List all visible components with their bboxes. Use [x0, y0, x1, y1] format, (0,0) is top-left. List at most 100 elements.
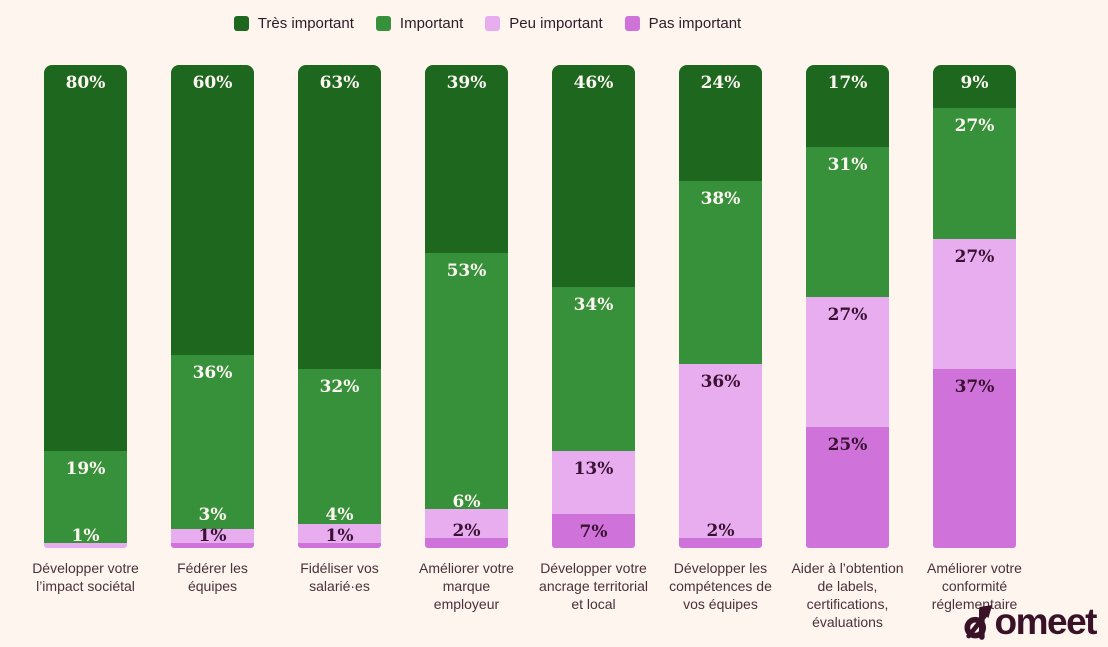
legend-item: Pas important	[624, 15, 742, 32]
bar-segment	[44, 451, 127, 544]
legend-swatch	[375, 16, 391, 31]
bar-column: 9% 27% 27% 37% Améliorer votre conformité régl…	[911, 65, 1038, 631]
segment-value-label: 24%	[700, 73, 741, 93]
bar-segment	[425, 538, 508, 548]
segment-value-label: 17%	[827, 73, 868, 93]
bar-segment	[552, 65, 635, 288]
bar-segment	[425, 253, 508, 510]
segment-value-label: 53%	[446, 261, 487, 282]
chart-columns: 80% 19% 1% Développer votre l’impact sociéta…	[22, 65, 1038, 631]
segment-value-label: 63%	[319, 73, 360, 93]
bar-segment	[171, 354, 254, 529]
bar-segment	[806, 296, 889, 428]
segment-value-label: 37%	[954, 377, 995, 398]
category-label: Fidéliser vos salarié·es	[300, 560, 379, 594]
bar: 63% 32% 4% 1%	[298, 65, 381, 548]
category-label: Développer votre ancrage territorial et lo…	[539, 560, 648, 612]
bar: 39% 53% 6% 2%	[425, 65, 508, 548]
segment-value-label: 38%	[700, 188, 741, 209]
bar-column: 60% 36% 3% 1% Fédérer les équipes	[149, 65, 276, 631]
category-label: Développer les compétences de vos équipes	[669, 560, 772, 612]
legend-item: Très important	[233, 15, 354, 32]
bar-segment	[933, 369, 1016, 548]
segment-value-label: 46%	[573, 73, 614, 93]
legend-swatch	[485, 16, 501, 31]
komeet-logo-text: omeet	[994, 601, 1098, 642]
komeet-logo-icon	[963, 604, 994, 640]
category-label: Fédérer les équipes	[177, 560, 248, 594]
bar-segment	[171, 65, 254, 355]
segment-value-label: 27%	[954, 246, 995, 267]
bar-segment	[171, 543, 254, 548]
bar-segment	[933, 108, 1016, 239]
bar-column: 24% 38% 36% 2% Développer les compétences de v…	[657, 65, 784, 631]
komeet-logo: omeet	[963, 601, 1098, 642]
segment-value-label: 36%	[192, 362, 233, 383]
bar-segment	[806, 147, 889, 297]
segment-value-label: 39%	[446, 73, 487, 93]
bar-column: 63% 32% 4% 1% Fidéliser vos salarié·es	[276, 65, 403, 631]
bar-segment	[552, 514, 635, 548]
category-label: Améliorer votre conformité réglementaire	[927, 560, 1022, 612]
bar-column: 39% 53% 6% 2% Améliorer votre marque employeur	[403, 65, 530, 631]
bar-segment	[933, 65, 1016, 109]
bar-segment	[425, 65, 508, 254]
bar-segment	[933, 238, 1016, 370]
segment-value-label: 32%	[319, 377, 360, 398]
segment-value-label: 31%	[827, 155, 868, 176]
segment-value-label: 19%	[65, 459, 106, 480]
bar-column: 80% 19% 1% Développer votre l’impact sociéta…	[22, 65, 149, 631]
segment-value-label: 1%	[71, 526, 100, 547]
bar: 60% 36% 3% 1%	[171, 65, 254, 548]
segment-value-label: 2%	[706, 521, 735, 542]
bar: 80% 19% 1%	[44, 65, 127, 548]
bar: 17% 31% 27% 25%	[806, 65, 889, 548]
segment-value-label: 6%	[452, 492, 481, 513]
segment-value-label: 1%	[325, 526, 354, 547]
bar-segment	[425, 509, 508, 539]
bar: 24% 38% 36% 2%	[679, 65, 762, 548]
bar-segment	[44, 65, 127, 452]
bar-segment	[552, 451, 635, 515]
segment-value-label: 80%	[65, 73, 106, 93]
segment-value-label: 60%	[192, 73, 233, 93]
segment-value-label: 13%	[573, 459, 614, 480]
legend-label: Pas important	[648, 15, 742, 32]
segment-value-label: 25%	[827, 435, 868, 456]
legend-swatch	[233, 16, 249, 31]
legend: Très important Important Peu important Pas …	[0, 15, 975, 32]
segment-value-label: 27%	[954, 116, 995, 137]
bar-segment	[679, 538, 762, 548]
bar-segment	[171, 528, 254, 544]
bar-column: 46% 34% 13% 7% Développer votre ancrage terri…	[530, 65, 657, 631]
legend-item: Important	[375, 15, 464, 32]
bar-segment	[679, 364, 762, 539]
bar-segment	[44, 543, 127, 548]
bar-segment	[806, 427, 889, 548]
category-label: Développer votre l’impact sociétal	[32, 560, 139, 594]
bar: 46% 34% 13% 7%	[552, 65, 635, 548]
bar-segment	[298, 369, 381, 524]
segment-value-label: 2%	[452, 521, 481, 542]
bar-segment	[552, 287, 635, 452]
bar-segment	[298, 523, 381, 544]
bar-column: 17% 31% 27% 25% Aider à l’obtention de labels…	[784, 65, 911, 631]
bar-segment	[806, 65, 889, 148]
category-label: Améliorer votre marque employeur	[419, 560, 514, 612]
segment-value-label: 9%	[960, 73, 989, 93]
legend-label: Important	[399, 15, 464, 32]
legend-label: Peu important	[509, 15, 603, 32]
bar: 9% 27% 27% 37%	[933, 65, 1016, 548]
bar-segment	[298, 543, 381, 548]
segment-value-label: 1%	[198, 526, 227, 547]
segment-value-label: 7%	[579, 522, 608, 543]
segment-value-label: 34%	[573, 295, 614, 316]
bar-segment	[679, 65, 762, 181]
legend-item: Peu important	[485, 15, 603, 32]
legend-swatch	[624, 16, 640, 31]
segment-value-label: 4%	[325, 505, 354, 526]
bar-segment	[298, 65, 381, 370]
bar-segment	[679, 180, 762, 365]
category-label: Aider à l’obtention de labels, certificati…	[791, 560, 904, 630]
legend-label: Très important	[257, 15, 354, 32]
